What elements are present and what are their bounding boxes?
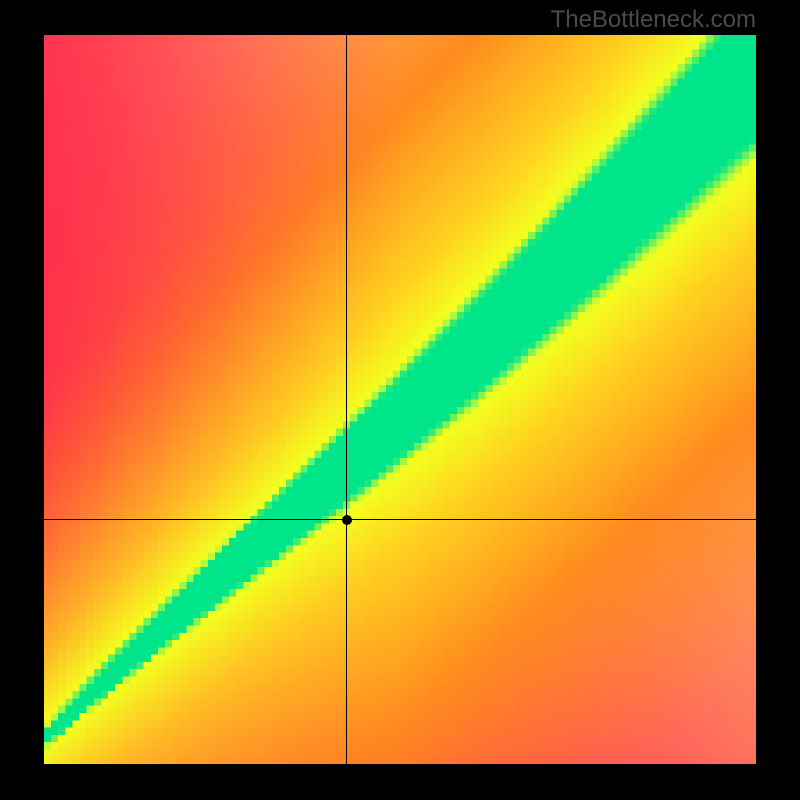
watermark-text: TheBottleneck.com	[551, 6, 756, 34]
bottleneck-heatmap	[44, 35, 756, 764]
crosshair-vertical	[346, 35, 347, 764]
crosshair-dot	[342, 515, 352, 525]
crosshair-horizontal	[44, 519, 756, 520]
chart-container: TheBottleneck.com	[0, 0, 800, 800]
